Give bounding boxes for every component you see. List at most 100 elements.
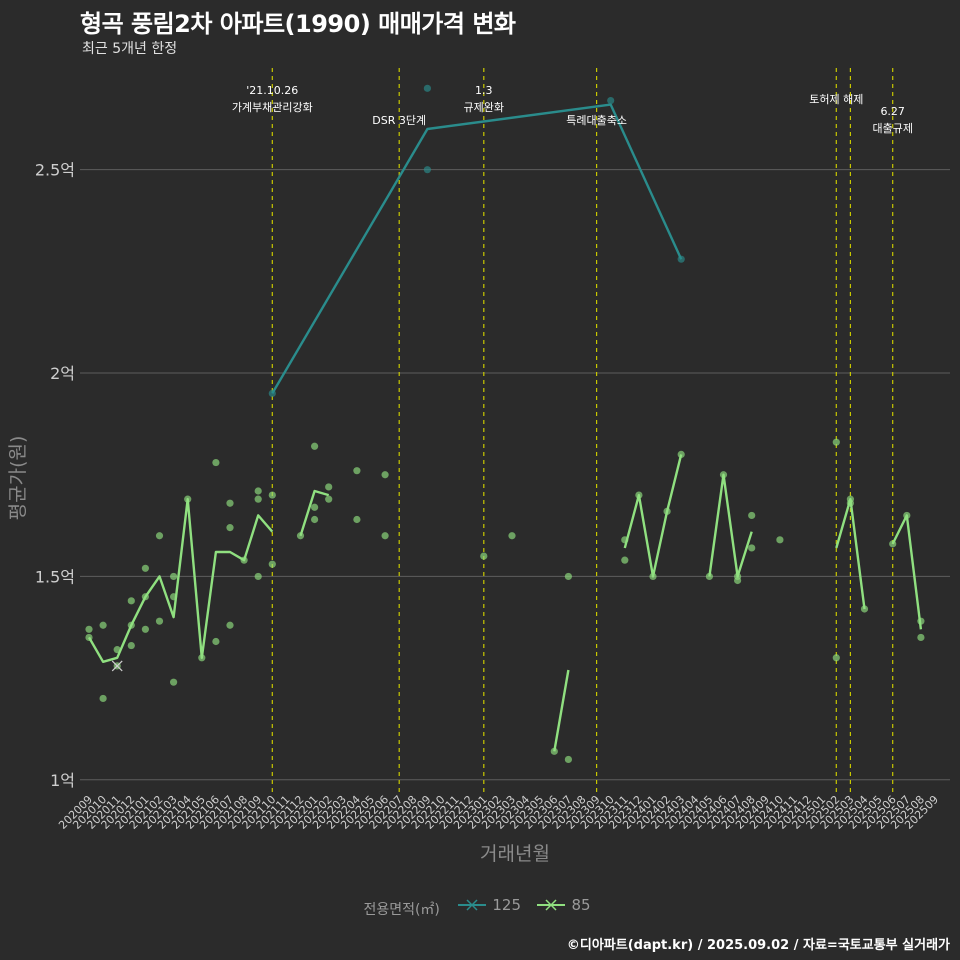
data-point-85 xyxy=(99,694,107,703)
data-point-85 xyxy=(155,617,164,625)
data-point-85 xyxy=(268,560,276,568)
data-point-85 xyxy=(550,747,558,755)
data-point-85 xyxy=(719,471,728,479)
legend-item-125: 125 xyxy=(458,896,521,914)
data-point-85 xyxy=(85,625,93,633)
data-point-85 xyxy=(480,552,488,560)
data-point-85 xyxy=(325,483,333,491)
data-point-85 xyxy=(311,515,319,524)
event-label: 특례대출축소 xyxy=(566,114,627,127)
chart-title: 형곡 풍림2차 아파트(1990) 매매가격 변화 xyxy=(80,10,516,38)
data-point-85 xyxy=(170,678,178,686)
data-point-85 xyxy=(564,572,573,581)
data-point-85 xyxy=(170,572,178,581)
data-point-85 xyxy=(170,593,178,601)
data-point-85 xyxy=(903,511,911,520)
data-point-85 xyxy=(212,458,220,467)
event-label: 6.27 xyxy=(880,105,905,118)
legend-key-85-icon xyxy=(537,899,566,911)
data-point-125 xyxy=(423,166,431,174)
data-point-125 xyxy=(607,96,615,105)
legend-item-85: 85 xyxy=(537,896,591,914)
data-point-85 xyxy=(860,605,869,613)
data-point-85 xyxy=(127,621,135,629)
series-line-125 xyxy=(271,103,683,395)
legend-key-125-icon xyxy=(458,899,487,911)
data-point-85 xyxy=(635,491,643,499)
data-point-85 xyxy=(184,495,192,503)
data-point-85 xyxy=(663,507,671,515)
data-point-85 xyxy=(564,755,573,764)
legend: 전용면적(㎡) 125 85 xyxy=(0,896,960,919)
data-point-85 xyxy=(621,556,629,564)
data-point-85 xyxy=(226,621,234,629)
source-caption: ©디아파트(dapt.kr) / 2025.09.02 / 자료=국토교통부 실… xyxy=(566,938,950,953)
series-line-85 xyxy=(708,473,753,578)
data-point-125 xyxy=(423,84,431,92)
data-point-85 xyxy=(353,515,361,524)
data-point-85 xyxy=(127,597,135,605)
y-tick-label: 2억 xyxy=(50,364,75,383)
series-line-85 xyxy=(553,669,570,752)
data-point-85 xyxy=(917,633,925,642)
data-point-85 xyxy=(353,467,361,475)
chart-subtitle: 최근 5개년 한정 xyxy=(82,41,178,57)
y-tick-label: 1억 xyxy=(50,771,75,790)
data-point-85 xyxy=(99,621,107,629)
data-point-85 xyxy=(141,564,149,572)
data-point-85 xyxy=(226,499,234,507)
data-point-85 xyxy=(268,491,276,499)
y-tick-label: 1.5억 xyxy=(35,567,75,586)
legend-label-125: 125 xyxy=(492,896,521,914)
x-axis-title: 거래년월 xyxy=(480,843,550,865)
data-point-85 xyxy=(917,617,925,625)
x-axis-ticks: 2020092020102020112020122021012021022021… xyxy=(56,793,941,832)
event-lines xyxy=(271,68,894,792)
event-label: 토허제 해제 xyxy=(809,92,863,106)
y-tick-label: 2.5억 xyxy=(35,161,75,180)
data-point-85 xyxy=(226,524,234,532)
data-point-85 xyxy=(325,495,333,503)
data-points xyxy=(85,84,925,764)
data-point-125 xyxy=(677,255,685,263)
data-point-85 xyxy=(254,487,262,495)
grid-lines xyxy=(80,169,950,781)
data-point-85 xyxy=(846,499,855,507)
data-point-85 xyxy=(832,438,840,446)
data-point-85 xyxy=(141,625,149,633)
data-point-85 xyxy=(677,450,685,459)
legend-label-85: 85 xyxy=(571,896,591,914)
event-label: '21.10.26 xyxy=(246,84,298,97)
data-point-85 xyxy=(508,532,516,540)
series-line-85 xyxy=(87,497,274,663)
data-point-85 xyxy=(776,536,784,544)
data-point-85 xyxy=(127,641,135,650)
data-point-85 xyxy=(113,646,121,654)
series-line-85 xyxy=(835,497,866,610)
data-point-85 xyxy=(198,654,206,662)
event-label: 가계부채관리강화 xyxy=(232,101,313,114)
data-point-85 xyxy=(85,633,93,642)
data-point-85 xyxy=(254,572,262,581)
series-lines xyxy=(87,103,923,752)
series-line-85 xyxy=(299,489,330,537)
data-point-85 xyxy=(311,503,319,511)
data-point-85 xyxy=(832,654,840,662)
data-point-85 xyxy=(311,442,319,450)
cross-marker xyxy=(111,660,123,672)
y-axis-title: 평균가(원) xyxy=(7,436,29,521)
data-point-85 xyxy=(381,471,389,479)
data-point-85 xyxy=(381,532,389,540)
y-axis-ticks: 1억 1.5억 2억 2.5억 xyxy=(35,161,75,790)
event-label: DSR 3단계 xyxy=(372,114,426,127)
data-point-85 xyxy=(734,576,742,585)
event-label: 규제완화 xyxy=(464,101,504,114)
data-point-85 xyxy=(141,593,149,601)
data-point-85 xyxy=(240,556,248,564)
data-point-85 xyxy=(748,544,756,552)
legend-title: 전용면적(㎡) xyxy=(363,902,440,918)
series-line-85 xyxy=(891,514,923,630)
data-point-85 xyxy=(649,572,657,581)
